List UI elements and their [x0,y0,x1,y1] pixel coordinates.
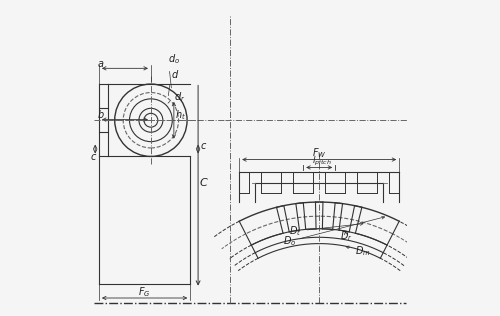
Text: c: c [91,152,96,161]
Text: c: c [200,141,206,151]
Text: $D_t$: $D_t$ [290,222,363,238]
Text: $d$: $d$ [168,68,179,96]
Text: C: C [200,178,207,187]
Text: b: b [98,110,103,120]
Text: $F_G$: $F_G$ [138,285,151,299]
Text: $h_t$: $h_t$ [176,109,186,123]
Text: $d_o$: $d_o$ [168,52,180,88]
Text: $D_o$: $D_o$ [283,216,384,248]
Text: $l_{pitch}$: $l_{pitch}$ [312,155,332,168]
Text: $d_r$: $d_r$ [168,90,186,104]
Text: $D_m$: $D_m$ [346,245,371,258]
Text: a: a [98,59,103,69]
Text: $F_W$: $F_W$ [312,146,326,160]
Text: $D_r$: $D_r$ [340,229,352,243]
